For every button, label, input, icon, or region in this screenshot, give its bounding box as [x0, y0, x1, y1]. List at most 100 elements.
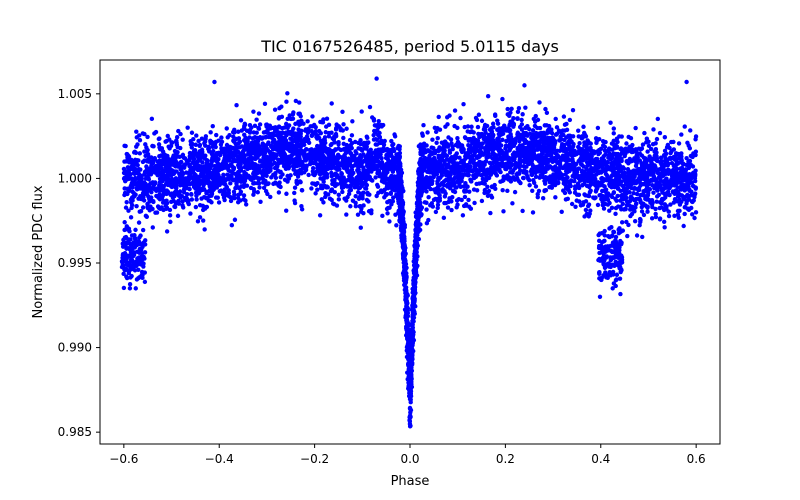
data-point — [588, 182, 593, 188]
data-point — [454, 185, 459, 190]
data-point — [499, 127, 505, 133]
data-point — [467, 154, 473, 160]
data-point — [520, 208, 525, 214]
data-point — [357, 170, 362, 176]
data-point — [257, 185, 262, 190]
data-point — [426, 157, 432, 162]
data-point — [477, 181, 482, 186]
data-point — [292, 162, 297, 168]
data-point — [358, 225, 363, 230]
data-point — [241, 193, 247, 198]
data-point — [488, 139, 493, 144]
data-point — [556, 180, 561, 185]
data-point — [273, 175, 279, 181]
data-point — [364, 182, 370, 188]
data-point — [323, 194, 328, 200]
data-point — [479, 160, 484, 166]
data-point — [578, 203, 584, 208]
data-point — [583, 193, 588, 198]
data-point — [615, 139, 620, 145]
data-point — [199, 136, 205, 141]
data-point — [336, 192, 341, 198]
data-point — [570, 146, 575, 152]
data-point — [271, 156, 276, 162]
data-point — [649, 163, 655, 168]
data-point — [455, 125, 460, 131]
data-point — [163, 164, 169, 170]
data-point — [200, 207, 206, 213]
data-points — [119, 76, 699, 429]
data-point — [628, 135, 634, 141]
data-point — [667, 145, 672, 151]
data-point — [376, 118, 381, 124]
data-point — [576, 185, 581, 190]
data-point — [527, 182, 532, 188]
data-point — [435, 202, 441, 207]
data-point — [686, 143, 691, 148]
data-point — [685, 180, 690, 186]
data-point — [138, 208, 144, 214]
data-point — [604, 176, 610, 181]
data-point — [537, 131, 542, 136]
data-point — [202, 227, 207, 232]
data-point — [228, 198, 234, 204]
data-point — [235, 174, 240, 179]
data-point — [167, 207, 173, 213]
data-point — [617, 153, 623, 158]
data-point — [339, 171, 344, 176]
data-point — [266, 134, 272, 140]
data-point — [222, 189, 228, 195]
data-point — [288, 155, 293, 160]
data-point — [326, 162, 332, 167]
data-point — [308, 124, 313, 129]
data-point — [468, 150, 473, 155]
data-point — [295, 170, 300, 176]
data-point — [164, 198, 169, 203]
data-point — [452, 108, 458, 113]
data-point — [533, 168, 539, 173]
data-point — [271, 131, 276, 137]
data-point — [485, 155, 490, 160]
data-point — [645, 204, 650, 209]
data-point — [657, 217, 663, 222]
data-point — [437, 183, 442, 188]
data-point — [485, 193, 491, 199]
data-point — [210, 176, 216, 182]
data-point — [600, 139, 606, 144]
data-point — [258, 199, 263, 204]
data-point — [363, 155, 369, 160]
data-point — [262, 150, 268, 155]
data-point — [332, 189, 338, 195]
data-point — [137, 138, 143, 143]
data-point — [261, 164, 267, 169]
data-point — [642, 130, 647, 136]
data-point — [232, 195, 237, 201]
data-point — [654, 199, 659, 204]
data-point — [150, 225, 155, 230]
data-point — [124, 200, 129, 205]
data-point — [329, 141, 334, 147]
data-point — [184, 158, 190, 164]
data-point — [502, 175, 507, 180]
data-point — [508, 136, 514, 141]
data-point — [263, 188, 269, 194]
data-point — [675, 189, 680, 195]
data-point — [208, 130, 213, 135]
data-point — [387, 219, 392, 224]
data-point — [553, 195, 558, 200]
data-point — [526, 161, 532, 167]
data-point — [669, 173, 675, 179]
data-point — [296, 111, 301, 117]
data-point — [221, 172, 226, 178]
data-point — [445, 162, 450, 168]
data-point — [634, 191, 640, 197]
data-point — [138, 196, 143, 201]
data-point — [230, 159, 236, 164]
data-point — [640, 142, 646, 147]
data-point — [277, 180, 282, 185]
data-point — [616, 180, 621, 185]
data-point — [530, 188, 535, 193]
data-point — [243, 202, 249, 207]
data-point — [284, 191, 289, 196]
data-point — [613, 211, 618, 217]
